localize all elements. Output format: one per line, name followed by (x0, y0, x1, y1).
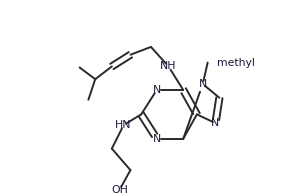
Text: NH: NH (160, 62, 177, 72)
Text: N: N (199, 79, 207, 89)
Text: N: N (211, 118, 220, 128)
Text: HN: HN (115, 120, 132, 130)
Text: OH: OH (111, 185, 128, 195)
Text: N: N (153, 85, 161, 95)
Text: methyl: methyl (218, 58, 255, 68)
Text: N: N (153, 134, 161, 144)
